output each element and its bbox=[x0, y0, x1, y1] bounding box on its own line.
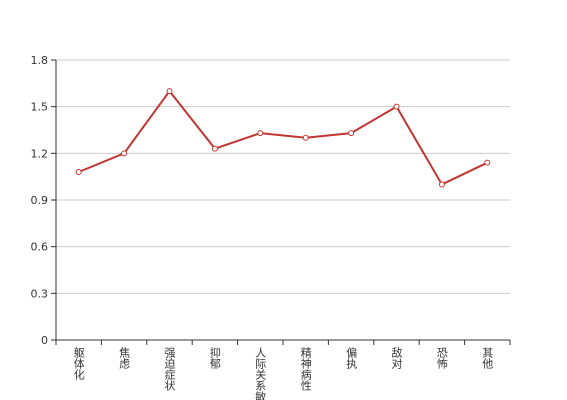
point bbox=[75, 169, 82, 175]
x-tick-label: 焦虑 bbox=[118, 347, 131, 369]
point bbox=[257, 130, 264, 137]
y-tick-label: 1.8 bbox=[31, 54, 49, 67]
line bbox=[78, 89, 488, 186]
y-tick-label: 0 bbox=[41, 334, 48, 347]
y-tick-label: 0.3 bbox=[31, 287, 49, 300]
point bbox=[484, 159, 491, 166]
point bbox=[121, 150, 128, 157]
x-tick-label: 其他 bbox=[481, 347, 494, 369]
y-tick-label: 0.6 bbox=[31, 241, 49, 254]
x-tick-label: 偏执 bbox=[345, 346, 358, 370]
point bbox=[348, 130, 355, 137]
x-tick-label: 抑郁 bbox=[208, 346, 221, 369]
point bbox=[211, 145, 218, 152]
y-tick-label: 1.2 bbox=[31, 147, 49, 160]
x-tick-label: 强迫症状 bbox=[163, 347, 176, 391]
point bbox=[302, 134, 309, 141]
y-tick-label: 0.9 bbox=[31, 194, 49, 207]
x-tick-label: 躯体化 bbox=[72, 347, 85, 381]
x-tick-label: 人际关系敏感 bbox=[254, 347, 267, 400]
x-tick-label: 敌对 bbox=[390, 346, 403, 369]
x-tick-label: 精神病性 bbox=[299, 347, 312, 392]
x-tick-label: 恐怖 bbox=[435, 347, 448, 369]
y-tick-label: 1.5 bbox=[31, 101, 49, 114]
point bbox=[166, 88, 173, 95]
point bbox=[438, 181, 445, 188]
point bbox=[393, 103, 400, 110]
